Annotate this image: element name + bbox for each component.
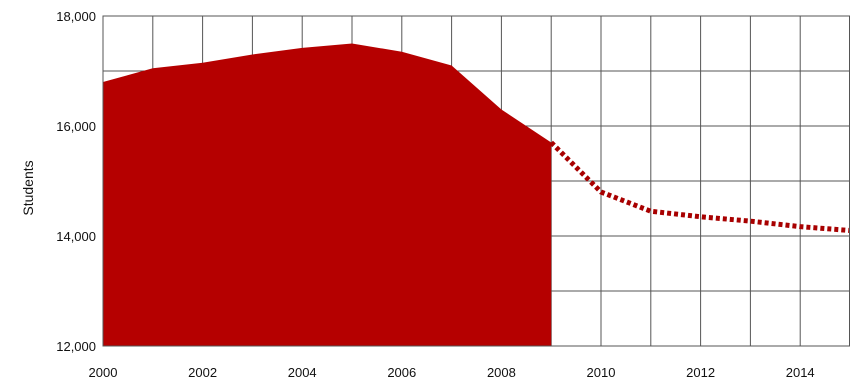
x-tick-labels: 2000 2002 2004 2006 2008 2010 2012 2014 — [89, 365, 815, 380]
y-tick-label: 16,000 — [56, 119, 96, 134]
x-tick-label: 2008 — [487, 365, 516, 380]
x-tick-label: 2012 — [686, 365, 715, 380]
y-tick-label: 18,000 — [56, 9, 96, 24]
actual-enrollment-area — [103, 43, 552, 346]
actual-series-layer — [103, 43, 552, 346]
y-tick-labels: 12,000 14,000 16,000 18,000 — [56, 9, 96, 354]
x-tick-label: 2002 — [188, 365, 217, 380]
projected-enrollment-line — [549, 140, 850, 233]
projected-series-layer — [549, 140, 850, 233]
x-tick-label: 2010 — [587, 365, 616, 380]
y-axis-label: Students — [20, 160, 36, 215]
x-tick-label: 2000 — [89, 365, 118, 380]
x-tick-label: 2006 — [387, 365, 416, 380]
x-tick-label: 2004 — [288, 365, 317, 380]
x-tick-label: 2014 — [786, 365, 815, 380]
y-tick-label: 14,000 — [56, 229, 96, 244]
y-tick-label: 12,000 — [56, 339, 96, 354]
